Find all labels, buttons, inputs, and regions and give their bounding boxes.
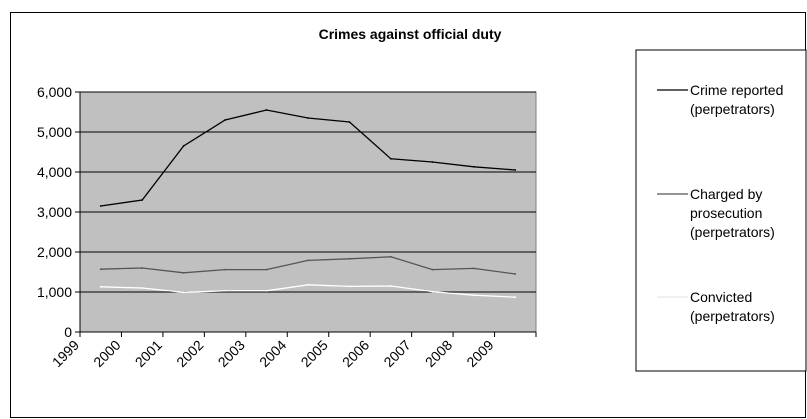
data-point (265, 109, 268, 111)
data-point (224, 268, 226, 271)
legend-label: (perpetrators) (690, 224, 775, 240)
x-tick-label: 1999 (49, 337, 82, 370)
x-tick-label: 2003 (215, 337, 248, 370)
data-point (182, 145, 185, 147)
data-point (182, 271, 185, 274)
chart-title: Crimes against official duty (319, 26, 502, 42)
x-tick-label: 2009 (463, 337, 496, 370)
legend: Crime reported (perpetrators) Charged by pr… (635, 49, 807, 372)
data-point (182, 291, 185, 294)
y-tick-label: 3,000 (37, 204, 72, 220)
data-point (307, 259, 309, 262)
y-tick-label: 0 (64, 324, 72, 340)
data-point (431, 268, 434, 271)
legend-label: Charged by (690, 186, 762, 202)
x-tick-label: 2000 (90, 337, 123, 370)
data-point (514, 169, 517, 171)
data-point (307, 117, 309, 119)
data-point (265, 289, 268, 292)
data-point (99, 268, 102, 271)
x-tick-label: 2002 (173, 337, 206, 370)
data-point (141, 199, 144, 201)
data-point (514, 273, 517, 275)
data-point (99, 285, 102, 288)
y-tick-label: 4,000 (37, 164, 72, 180)
x-tick-label: 2004 (256, 337, 289, 370)
y-tick-label: 2,000 (37, 244, 72, 260)
y-tick-label: 5,000 (37, 124, 72, 140)
data-point (99, 205, 102, 207)
data-point (390, 285, 392, 287)
data-point (265, 268, 268, 271)
legend-label: (perpetrators) (690, 308, 775, 324)
data-point (431, 290, 434, 293)
data-point (514, 296, 517, 299)
data-point (348, 121, 351, 123)
legend-label: Convicted (690, 289, 752, 305)
legend-label: prosecution (690, 205, 762, 221)
data-point (472, 294, 475, 297)
x-tick-label: 2001 (132, 337, 165, 370)
plot-area: 0 1,000 2,000 3,000 4,000 5,000 6,000 1999 2000 2… (37, 84, 537, 370)
y-tick-label: 1,000 (37, 284, 72, 300)
data-point (472, 267, 475, 270)
data-point (390, 255, 392, 258)
x-tick-label: 2007 (380, 337, 413, 370)
data-point (348, 257, 351, 260)
legend-label: Crime reported (690, 82, 783, 98)
legend-label: (perpetrators) (690, 101, 775, 117)
data-point (224, 119, 226, 121)
data-point (431, 161, 434, 163)
data-point (348, 285, 351, 288)
data-point (224, 289, 226, 292)
y-tick-label: 6,000 (37, 84, 72, 100)
data-point (141, 267, 144, 269)
data-point (472, 165, 475, 168)
x-tick-label: 2008 (422, 337, 455, 370)
data-point (141, 287, 144, 289)
legend-box (635, 49, 807, 372)
data-point (307, 283, 309, 286)
x-tick-label: 2005 (298, 337, 331, 370)
data-point (390, 157, 392, 160)
x-tick-label: 2006 (339, 337, 372, 370)
